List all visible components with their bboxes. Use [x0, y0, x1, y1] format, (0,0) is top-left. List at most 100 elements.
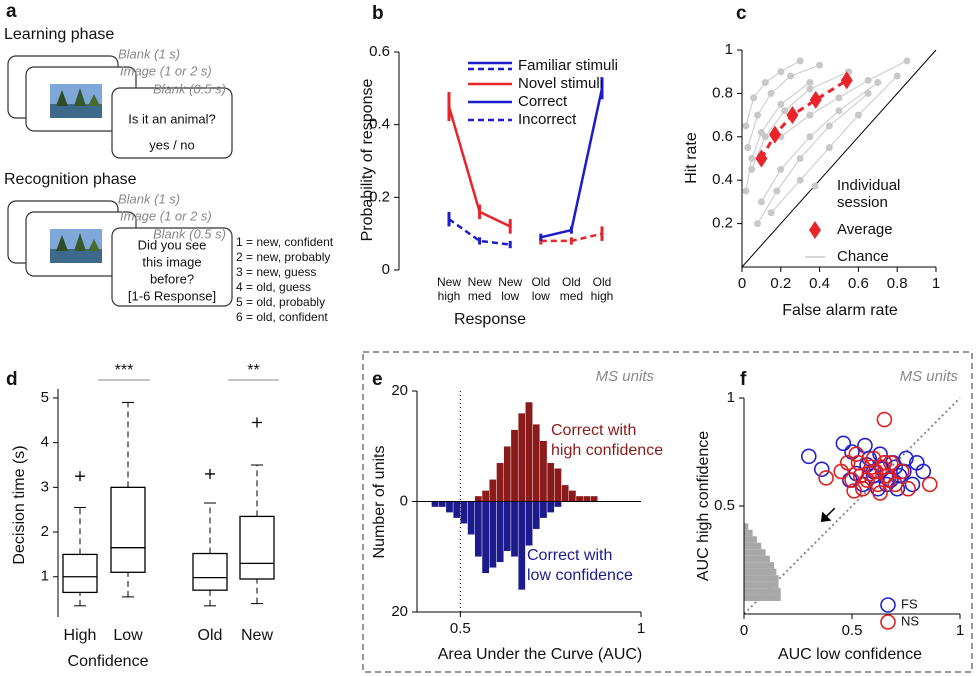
timeline-label: Blank (1 s) [118, 46, 180, 61]
x-axis-label: Response [454, 311, 526, 328]
point [846, 483, 862, 499]
point [755, 149, 768, 168]
legend-label: Incorrect [518, 111, 577, 128]
panel-label: e [372, 369, 383, 390]
x-tick-label: New [241, 627, 273, 644]
bar [532, 423, 541, 502]
box [192, 552, 228, 591]
x-tick-label: 0 [738, 275, 746, 292]
point [903, 57, 911, 65]
legend-label: Novel stimuli [518, 75, 603, 92]
x-axis-label: AUC low confidence [778, 646, 922, 663]
point [813, 461, 830, 478]
bar [554, 501, 562, 508]
point [893, 463, 910, 480]
note: MS units [900, 368, 959, 385]
x-tick-label: New [498, 275, 522, 289]
timeline-label: Blank (0.5 s) [153, 81, 226, 96]
y-tick-label: 1 [725, 41, 733, 58]
panel-a: a Learning phase Is it an animal? yes / … [4, 1, 334, 324]
point [787, 72, 794, 80]
photo [50, 229, 102, 263]
point [777, 68, 785, 76]
y-tick-label: 5 [41, 389, 49, 406]
point [800, 448, 817, 465]
bar [525, 401, 533, 502]
y-axis-label: AUC high confidence [695, 431, 712, 581]
point [754, 220, 762, 228]
phase-title: Recognition phase [4, 171, 137, 188]
timeline-label: Image (1 or 2 s) [120, 208, 212, 223]
timeline-label: Blank (1 s) [118, 191, 180, 206]
point [806, 85, 814, 93]
point [818, 470, 834, 486]
x-tick-label: 0.8 [887, 275, 908, 292]
timeline-label: Image (1 or 2 s) [120, 63, 212, 78]
y-tick-label: 2 [41, 523, 49, 540]
y-tick-label: 0 [400, 492, 408, 509]
panel-label: c [736, 3, 747, 24]
bar [503, 501, 512, 552]
series-label: high confidence [551, 442, 663, 459]
y-tick-label: 0.8 [712, 84, 733, 101]
series-line [448, 218, 511, 246]
point [915, 463, 932, 480]
box [110, 486, 146, 573]
significance-label: *** [115, 362, 134, 379]
legend-marker [880, 597, 896, 613]
bar [489, 479, 497, 502]
group-label: Confidence [68, 653, 149, 670]
y-axis-label: Decision time (s) [11, 445, 28, 564]
point [744, 144, 752, 152]
phase-title: Learning phase [4, 26, 114, 43]
box [239, 515, 275, 580]
x-tick-label: 0.5 [450, 620, 471, 637]
legend-label: Average [837, 221, 893, 238]
point [809, 90, 822, 109]
legend-label: Correct [518, 93, 568, 110]
point [840, 71, 853, 90]
bar [744, 568, 777, 576]
panel-label: a [6, 1, 17, 22]
y-tick-label: 3 [41, 478, 49, 495]
bar [539, 501, 548, 519]
significance-label: ** [247, 362, 259, 379]
point [874, 79, 882, 87]
bar [744, 555, 770, 563]
legend-label: session [837, 194, 888, 211]
box [62, 553, 98, 594]
point [806, 79, 814, 87]
x-tick-label: 1 [932, 275, 940, 292]
point [761, 79, 769, 87]
point [796, 176, 804, 184]
x-tick-label: med [560, 289, 583, 303]
bar [568, 490, 577, 502]
bar [445, 501, 454, 513]
x-tick-label: 0.2 [770, 275, 791, 292]
bar [744, 529, 753, 537]
point [857, 437, 873, 454]
bar [744, 542, 762, 550]
bar [744, 523, 749, 530]
bar [744, 588, 781, 595]
y-tick-label: 0.2 [369, 188, 390, 205]
outlier [205, 468, 215, 479]
bar [744, 536, 757, 543]
card [111, 87, 233, 159]
panel-label: f [740, 369, 747, 390]
point [864, 76, 872, 84]
diagonal [741, 49, 937, 268]
bar [575, 495, 584, 502]
x-tick-label: 1 [637, 620, 645, 637]
option: 3 = new, guess [236, 265, 316, 279]
outlier [75, 471, 85, 482]
x-tick-label: low [501, 289, 519, 303]
bar [431, 501, 439, 508]
point [806, 133, 814, 141]
y-tick-label: 20 [391, 382, 408, 399]
point [777, 100, 785, 108]
point [825, 144, 833, 152]
x-tick-label: Old [593, 275, 612, 289]
x-tick-label: 0.4 [809, 275, 830, 292]
arrow [820, 507, 836, 522]
